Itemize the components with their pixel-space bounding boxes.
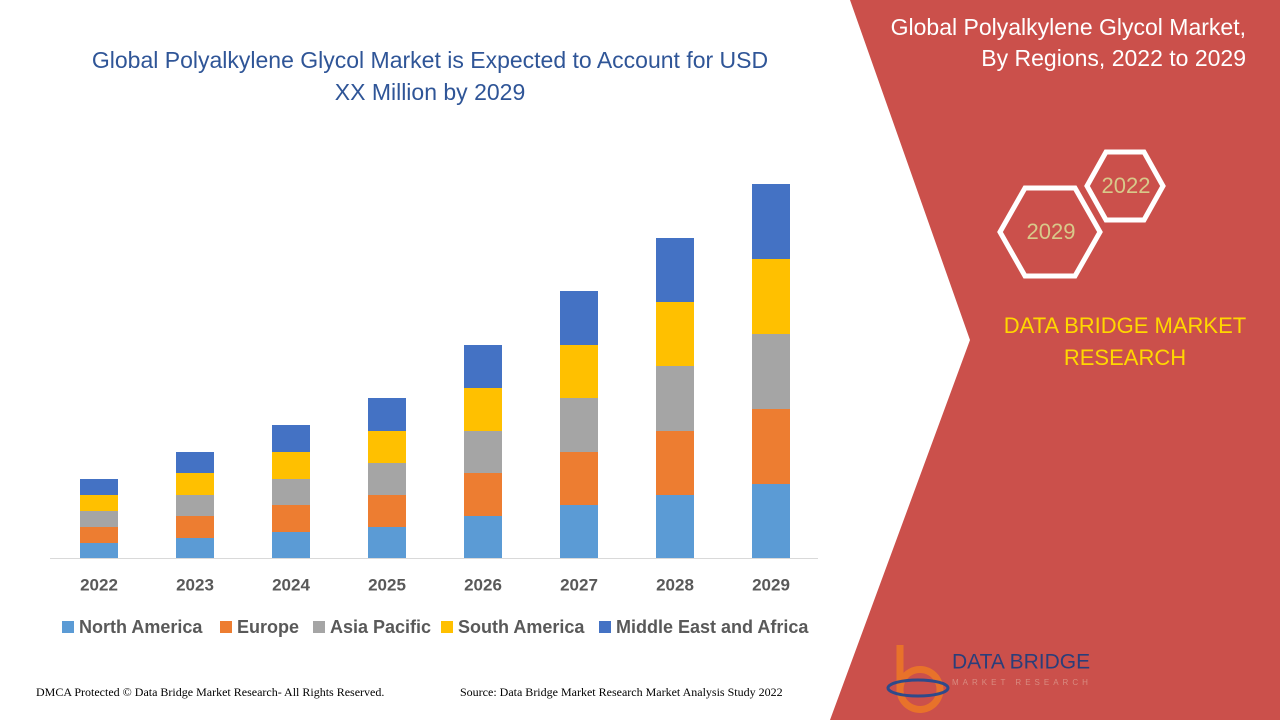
- bar-segment: [464, 431, 502, 473]
- bar-segment: [656, 238, 694, 302]
- legend-swatch: [599, 621, 611, 633]
- x-tick-label: 2026: [464, 575, 502, 594]
- legend-swatch: [220, 621, 232, 633]
- bar-segment: [464, 345, 502, 388]
- x-tick-label: 2022: [80, 575, 118, 594]
- bar-segment: [656, 302, 694, 366]
- x-tick-label: 2029: [752, 575, 790, 594]
- hex-year: 2029: [1027, 219, 1076, 244]
- x-tick-label: 2028: [656, 575, 694, 594]
- bar-segment: [560, 345, 598, 398]
- bar-segment: [272, 532, 310, 558]
- legend-label: Europe: [237, 617, 299, 637]
- chart-title: Global Polyalkylene Glycol Market is Exp…: [91, 47, 769, 105]
- bar-segment: [752, 334, 790, 409]
- bar-segment: [656, 431, 694, 495]
- bar-segment: [656, 366, 694, 431]
- x-tick-label: 2024: [272, 575, 310, 594]
- logo-icon: [886, 678, 950, 698]
- legend-swatch: [313, 621, 325, 633]
- bar-segment: [176, 452, 214, 473]
- brand-text: DATA BRIDGE MARKET RESEARCH: [1003, 313, 1247, 370]
- bar-segment: [272, 479, 310, 505]
- bar-segment: [368, 495, 406, 527]
- bar-segment: [752, 259, 790, 334]
- logo-name: DATA BRIDGE: [952, 651, 1090, 674]
- bar-segment: [176, 495, 214, 516]
- bar-segment: [560, 398, 598, 452]
- logo-icon: [896, 645, 944, 713]
- bar-segment: [176, 516, 214, 538]
- bar-segment: [272, 505, 310, 532]
- bar-segment: [464, 473, 502, 516]
- legend-swatch: [62, 621, 74, 633]
- x-tick-label: 2025: [368, 575, 406, 594]
- bar-segment: [272, 452, 310, 479]
- bar-segment: [80, 495, 118, 511]
- bar-segment: [560, 505, 598, 558]
- bar-segment: [560, 452, 598, 505]
- footer-left: DMCA Protected © Data Bridge Market Rese…: [36, 685, 385, 699]
- bar-segment: [176, 473, 214, 495]
- bar-segment: [752, 184, 790, 259]
- logo: DATA BRIDGE MARKET RESEARCH: [886, 645, 1092, 713]
- bar-segment: [464, 388, 502, 431]
- bar-segment: [368, 431, 406, 463]
- bar-segment: [80, 543, 118, 558]
- bar-segment: [176, 538, 214, 558]
- hexagon: [997, 185, 1103, 279]
- hexagon: [1084, 149, 1166, 223]
- bar-segment: [80, 511, 118, 527]
- bar-segment: [752, 484, 790, 558]
- panel-title: Global Polyalkylene Glycol Market, By Re…: [890, 14, 1246, 71]
- bar-segment: [656, 495, 694, 558]
- legend-label: Middle East and Africa: [616, 617, 809, 637]
- bar-segment: [560, 291, 598, 345]
- bar-segment: [368, 463, 406, 495]
- legend-label: South America: [458, 617, 585, 637]
- footer-right: Source: Data Bridge Market Research Mark…: [460, 685, 783, 699]
- side-panel: [830, 0, 1280, 720]
- bar-segment: [80, 527, 118, 543]
- bar-segment: [464, 516, 502, 558]
- logo-tagline: MARKET RESEARCH: [952, 678, 1092, 687]
- bar-segment: [272, 425, 310, 452]
- bar-segment: [368, 398, 406, 431]
- legend-label: North America: [79, 617, 203, 637]
- hex-year: 2022: [1102, 173, 1151, 198]
- bar-segment: [80, 479, 118, 495]
- legend-label: Asia Pacific: [330, 617, 431, 637]
- bar-segment: [368, 527, 406, 558]
- x-tick-label: 2027: [560, 575, 598, 594]
- x-tick-label: 2023: [176, 575, 214, 594]
- bar-segment: [752, 409, 790, 484]
- legend-swatch: [441, 621, 453, 633]
